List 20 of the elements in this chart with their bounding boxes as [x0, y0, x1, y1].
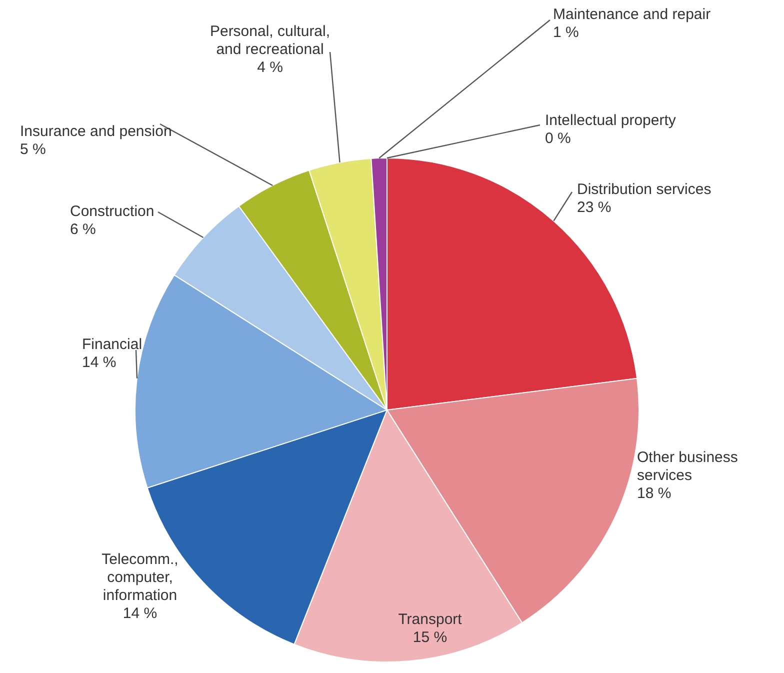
- slice-label: Construction: [70, 203, 154, 220]
- data-label: 14 %: [122, 605, 158, 622]
- data-label: 18 %: [637, 485, 672, 502]
- slice-label: Maintenance and repair: [553, 6, 711, 23]
- data-label: 4 %: [257, 59, 283, 76]
- text: 0 %: [545, 130, 571, 147]
- data-label: 23 %: [577, 199, 612, 216]
- data-label: 15 %: [412, 629, 448, 646]
- data-label: 5 %: [20, 141, 46, 158]
- data-label: 6 %: [70, 221, 96, 238]
- slice-label: Personal, cultural, and recreational: [210, 23, 330, 58]
- slice-label: Financial: [82, 336, 142, 353]
- slice-label: Distribution services: [577, 181, 712, 198]
- slice-label: Insurance and pension: [20, 123, 172, 140]
- slice-label: Telecomm., computer, information: [102, 551, 178, 604]
- data-label: 1 %: [553, 24, 579, 41]
- category-label: Intellectual property: [545, 112, 676, 129]
- data-label: 14 %: [82, 354, 116, 371]
- slice-label: Other business services: [637, 449, 738, 484]
- slice-label: Transport: [398, 611, 463, 628]
